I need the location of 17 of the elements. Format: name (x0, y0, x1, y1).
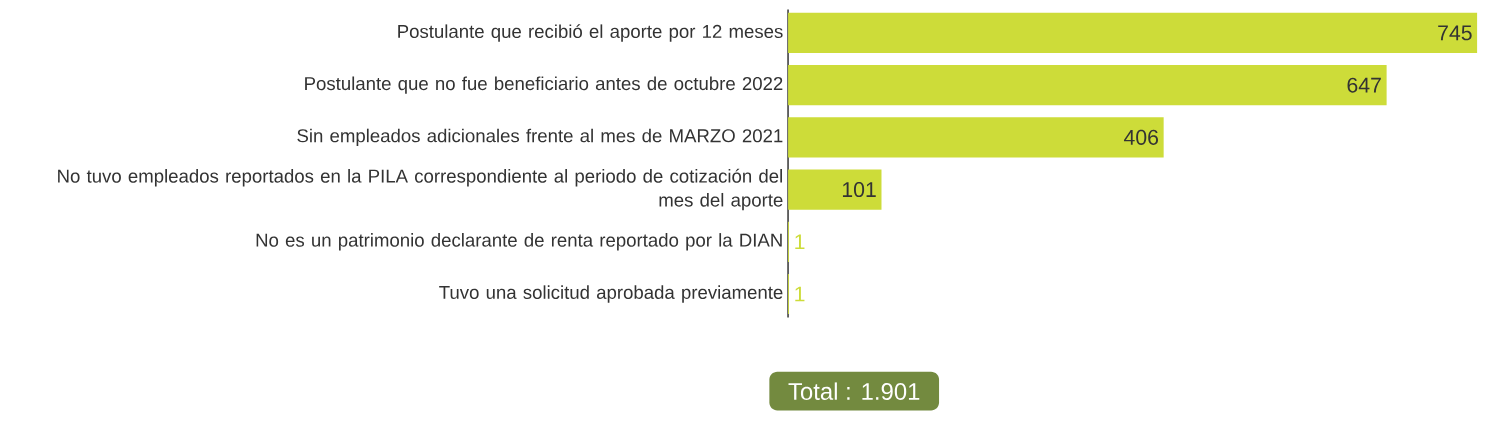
data-label: 406 (1123, 129, 1159, 145)
y-tick-label: Sin empleados adicionales frente al mes de MARZO 2021 (297, 128, 783, 147)
y-tick-label: No tuvo empleados reportados en la PILA correspondiente al periodo de cotización del mes del aporte (58, 168, 783, 211)
bar (788, 12, 1478, 54)
bar (788, 65, 1387, 106)
data-label: 1 (795, 286, 805, 302)
text: Total : 1.901 (788, 382, 920, 400)
data-label: 1 (795, 234, 805, 250)
y-tick-label: Postulante que no fue beneficiario antes de octubre 2022 (305, 76, 783, 94)
data-label: 101 (842, 182, 876, 198)
y-tick-label: Tuvo una solicitud aprobada previamente (439, 285, 783, 303)
bar (788, 117, 1164, 158)
y-tick-label: Postulante que recibió el aporte por 12 meses (398, 24, 783, 42)
data-label: 745 (1438, 25, 1472, 41)
data-label: 647 (1347, 77, 1381, 93)
bar (788, 169, 882, 210)
y-tick-label: No es un patrimonio declarante de renta reportado por la DIAN (256, 233, 782, 251)
